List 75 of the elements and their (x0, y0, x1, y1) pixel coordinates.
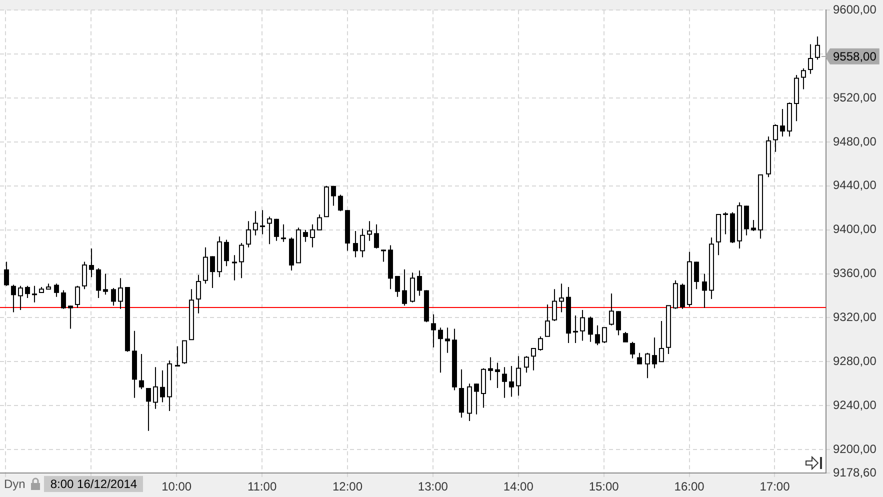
candlestick (139, 353, 144, 390)
candlestick (210, 256, 215, 289)
candlestick (702, 273, 707, 308)
candlestick (417, 270, 422, 296)
candlestick (103, 273, 108, 296)
x-tick-label: 15:00 (588, 480, 620, 494)
candlestick (474, 383, 479, 415)
candlestick (438, 327, 443, 374)
x-tick-label: 10:00 (162, 480, 192, 494)
candlestick (303, 229, 308, 242)
x-tick-label: 13:00 (418, 480, 448, 494)
candlestick (509, 366, 514, 398)
candlestick (652, 336, 657, 369)
candlestick (32, 285, 37, 303)
candlestick (175, 346, 180, 367)
candlestick (445, 327, 450, 354)
candlestick (488, 356, 493, 381)
candlestick (694, 261, 699, 290)
x-tick-label: 16:00 (674, 480, 705, 494)
y-tick-label: 9280,00 (833, 354, 877, 368)
candlestick (431, 314, 436, 348)
candlestick (680, 283, 685, 310)
candlestick (274, 218, 279, 242)
candlestick (744, 205, 749, 236)
candlestick (111, 288, 116, 306)
candlestick (146, 387, 151, 432)
y-tick-label: 9440,00 (833, 178, 877, 192)
candlestick (260, 210, 265, 235)
annotation: 9558,00 (833, 50, 877, 64)
x-tick-label: 11:00 (247, 480, 277, 494)
candlestick (751, 219, 756, 232)
candlestick (637, 352, 642, 364)
y-tick-label: 9520,00 (833, 90, 877, 104)
candlestick (353, 230, 358, 258)
candlestick (588, 316, 593, 342)
candlestick (495, 362, 500, 388)
candlestick (4, 261, 9, 286)
candlestick (630, 341, 635, 359)
y-tick-label: 9480,00 (833, 134, 877, 148)
candlestick (573, 315, 578, 344)
candlestick (381, 249, 386, 262)
candlestick (723, 212, 728, 235)
candlestick (61, 290, 66, 310)
candlestick (623, 331, 628, 342)
y-tick-label: 9400,00 (833, 222, 877, 236)
y-tick-label: 9320,00 (833, 310, 877, 324)
candlestick (281, 224, 286, 242)
candlestick (374, 224, 379, 250)
candlestick (331, 185, 336, 206)
candlestick (160, 370, 165, 403)
x-tick-label: 12:00 (332, 480, 363, 494)
candlestick (232, 254, 237, 281)
candlestick (616, 310, 621, 336)
x-tick-label: 14:00 (503, 480, 534, 494)
text: Dyn (3, 476, 26, 492)
candlestick (402, 268, 407, 306)
text: 8:00 16/12/2014 (44, 476, 144, 492)
candlestick (54, 283, 59, 298)
candlestick (595, 324, 600, 346)
candlestick (11, 284, 16, 313)
y-tick-label: 9600,00 (833, 2, 877, 17)
candlestick (338, 194, 343, 212)
candlestick (502, 366, 507, 398)
candlestick (25, 285, 30, 298)
candlestick (96, 268, 101, 298)
candlestick (89, 248, 94, 278)
y-tick-label: 9240,00 (833, 398, 877, 412)
y-tick-label: 9200,00 (833, 442, 877, 456)
x-tick-label: 17:00 (760, 480, 790, 494)
candlestick (395, 275, 400, 298)
y-tick-label: 9178,60 (833, 465, 877, 480)
y-tick-label: 9360,00 (833, 266, 877, 280)
candlestick (780, 108, 785, 137)
candlestick (68, 305, 73, 330)
candlestick (224, 239, 229, 267)
